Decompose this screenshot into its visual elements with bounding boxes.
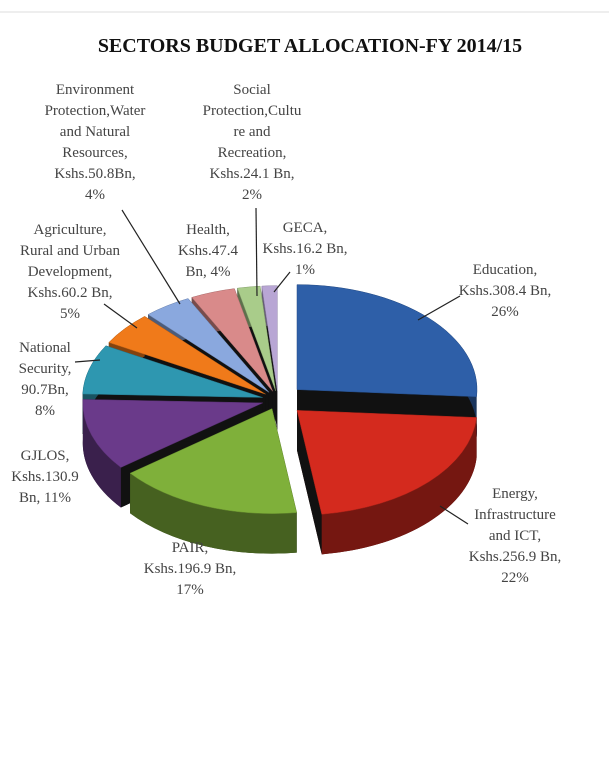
leader-line <box>273 271 291 293</box>
slice <box>296 410 477 555</box>
slice <box>261 285 278 391</box>
slice-label: National <box>19 340 71 356</box>
leader-line <box>255 207 258 297</box>
leader-line <box>74 359 101 363</box>
slice-label: Kshs.60.2 Bn, <box>27 285 112 301</box>
slice-label: Kshs.24.1 Bn, <box>209 166 294 182</box>
slice-label: GECA, <box>283 220 328 236</box>
slice-label: Kshs.130.9 <box>11 469 79 485</box>
slice-label: Social <box>233 82 271 98</box>
slice <box>82 345 263 398</box>
chart-title: SECTORS BUDGET ALLOCATION-FY 2014/15 <box>98 35 522 57</box>
slice-label: Protection,Cultu <box>203 103 302 119</box>
slice-label: 4% <box>85 187 105 203</box>
leader-line <box>439 505 469 525</box>
leader-line <box>417 295 461 321</box>
slice <box>296 284 478 437</box>
slice-label: and ICT, <box>489 528 541 544</box>
slice <box>129 408 298 554</box>
slice <box>237 285 276 391</box>
slice-side <box>130 473 297 554</box>
slice-label: Security, <box>19 361 72 377</box>
slice-label: 2% <box>242 187 262 203</box>
slice <box>296 410 477 515</box>
slice-label: Health, <box>186 222 230 238</box>
slice <box>147 298 270 393</box>
slice-label: 90.7Bn, <box>21 382 69 398</box>
slice-label: Development, <box>28 264 113 280</box>
slice-label: Resources, <box>62 145 127 161</box>
slice-label: Kshs.47.4 <box>178 243 239 259</box>
slice-label: Environment <box>56 82 135 98</box>
slice-label: PAIR, <box>172 540 209 556</box>
slice-label: and Natural <box>60 124 130 140</box>
slice-label: 1% <box>295 262 315 278</box>
slice-edge <box>297 410 322 555</box>
slice-side <box>321 417 477 555</box>
slice-label: 5% <box>60 306 80 322</box>
slice-label: Rural and Urban <box>20 243 120 259</box>
slice-label: Agriculture, <box>34 222 107 238</box>
slice-label: Recreation, <box>218 145 287 161</box>
slice <box>82 399 263 468</box>
slice-label: GJLOS, <box>21 448 70 464</box>
slice-label: Kshs.308.4 Bn, <box>459 283 552 299</box>
slice <box>191 288 273 392</box>
slice-label: 17% <box>176 582 204 598</box>
slice-label: Education, <box>473 262 538 278</box>
leader-line <box>121 209 181 305</box>
slice-side <box>82 399 121 508</box>
slice-label: Kshs.256.9 Bn, <box>469 549 562 565</box>
slice <box>296 284 478 398</box>
slice <box>129 408 298 514</box>
slice-label: Protection,Water <box>45 103 146 119</box>
leader-line <box>103 303 138 329</box>
slice-label: re and <box>233 124 271 140</box>
slice-label: Bn, 11% <box>19 490 71 506</box>
slice <box>108 316 266 395</box>
slice-label: Energy, <box>492 486 538 502</box>
slice-label: 22% <box>501 570 529 586</box>
slice-label: Bn, 4% <box>186 264 231 280</box>
slice-label: Kshs.16.2 Bn, <box>262 241 347 257</box>
slice-label: Kshs.50.8Bn, <box>54 166 135 182</box>
slice-label: 26% <box>491 304 519 320</box>
slice-label: Kshs.196.9 Bn, <box>144 561 237 577</box>
slice-label: Infrastructure <box>474 507 556 523</box>
slice-label: 8% <box>35 403 55 419</box>
